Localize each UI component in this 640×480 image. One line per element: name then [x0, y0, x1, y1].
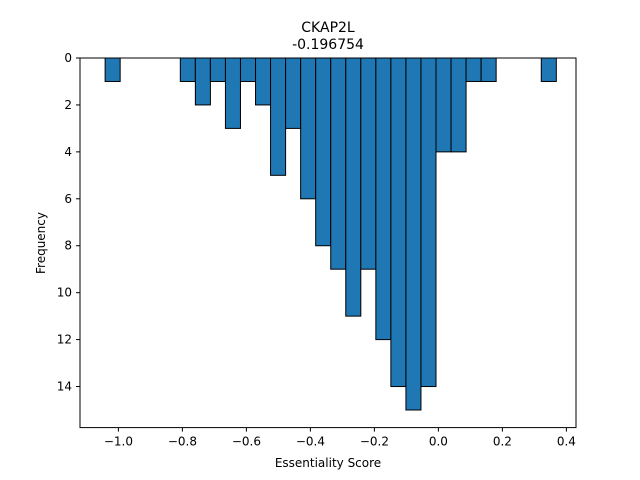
histogram-bar: [300, 57, 317, 200]
chart-subtitle: -0.196754: [292, 37, 364, 53]
histogram-bar: [435, 57, 452, 153]
x-axis-ticks: −1.0 −0.8 −0.6 −0.4 −0.2 0.0 0.2 0.4: [104, 427, 576, 449]
x-tick-label: −0.8: [168, 435, 197, 449]
histogram-bar: [224, 57, 241, 129]
histogram-bar: [405, 57, 422, 411]
histogram-bar: [420, 57, 437, 388]
y-tick-label: 0: [64, 51, 72, 65]
histogram-bar: [450, 57, 467, 153]
y-tick-label: 10: [57, 286, 72, 300]
histogram-bar: [239, 57, 257, 82]
histogram-bar: [104, 57, 121, 82]
histogram-bar: [390, 57, 407, 388]
x-tick-label: −0.2: [360, 435, 389, 449]
histogram-bar: [480, 57, 497, 82]
x-axis-label: Essentiality Score: [275, 456, 381, 470]
x-tick-label: 0.2: [493, 435, 512, 449]
y-tick-label: 12: [57, 333, 72, 347]
histogram-bar: [285, 57, 302, 129]
y-tick-label: 14: [57, 380, 72, 394]
x-tick-label: −0.4: [296, 435, 325, 449]
histogram-bar: [209, 57, 226, 82]
y-axis-label: Frequency: [34, 212, 48, 274]
x-tick-label: −0.6: [232, 435, 261, 449]
histogram-bar: [194, 57, 211, 106]
x-tick-label: 0.4: [557, 435, 576, 449]
histogram-bar: [345, 57, 362, 317]
y-axis-ticks: 0 2 4 6 8 10 12 14: [57, 51, 80, 394]
histogram-bar: [360, 57, 377, 270]
y-tick-label: 8: [64, 239, 72, 253]
histogram-bar: [255, 57, 272, 106]
histogram-bar: [179, 57, 196, 82]
y-tick-label: 4: [64, 145, 72, 159]
x-tick-label: −1.0: [104, 435, 133, 449]
histogram-bar: [465, 57, 482, 82]
histogram-bar: [330, 57, 347, 270]
y-tick-label: 6: [64, 192, 72, 206]
plot-frame: [79, 57, 577, 429]
y-tick-label: 2: [64, 98, 72, 112]
histogram-bar: [315, 57, 332, 247]
x-tick-label: 0.0: [429, 435, 448, 449]
histogram-bar: [540, 57, 557, 82]
histogram-bar: [270, 57, 287, 176]
bars-group: [104, 57, 557, 411]
chart-title: CKAP2L: [301, 20, 355, 36]
histogram-bar: [375, 57, 392, 341]
